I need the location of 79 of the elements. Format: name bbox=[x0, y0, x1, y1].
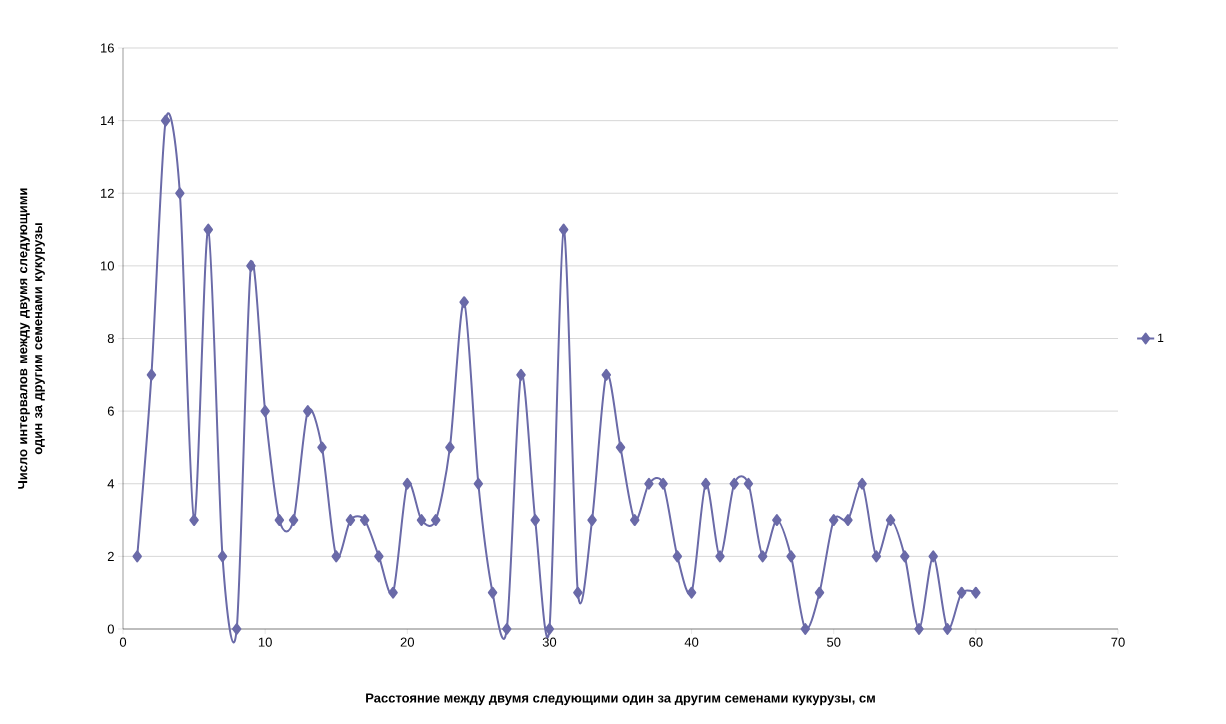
point bbox=[942, 623, 953, 635]
point bbox=[956, 586, 967, 599]
y-tick-label: 10 bbox=[101, 261, 114, 271]
point bbox=[402, 477, 413, 490]
x-tick-label: 30 bbox=[542, 637, 557, 647]
x-tick-label: 60 bbox=[969, 637, 983, 647]
x-tick-label: 70 bbox=[1111, 637, 1125, 647]
point bbox=[374, 550, 384, 563]
point bbox=[601, 368, 612, 381]
point bbox=[388, 586, 398, 599]
point bbox=[615, 441, 626, 454]
point bbox=[573, 586, 583, 599]
y-tick-label: 0 bbox=[107, 624, 114, 634]
point bbox=[658, 477, 668, 490]
point bbox=[857, 477, 867, 490]
point bbox=[644, 477, 654, 490]
y-tick-label: 2 bbox=[107, 551, 114, 561]
point bbox=[558, 223, 569, 236]
point bbox=[487, 586, 498, 599]
point bbox=[843, 514, 853, 527]
point bbox=[146, 368, 157, 381]
point bbox=[729, 477, 739, 490]
x-tick-label: 20 bbox=[400, 637, 415, 647]
point bbox=[345, 514, 356, 527]
point bbox=[445, 441, 455, 454]
point bbox=[260, 405, 270, 418]
point bbox=[814, 586, 825, 599]
x-tick-label: 40 bbox=[684, 637, 699, 647]
point bbox=[757, 550, 768, 563]
point bbox=[430, 514, 441, 527]
y-tick-label: 14 bbox=[101, 116, 115, 126]
point bbox=[502, 623, 512, 635]
point bbox=[686, 586, 697, 599]
point bbox=[786, 550, 796, 563]
y-tick-label: 4 bbox=[107, 479, 115, 489]
point bbox=[914, 623, 924, 635]
y-tick-label: 8 bbox=[107, 333, 114, 344]
point bbox=[359, 514, 370, 527]
point bbox=[231, 623, 242, 635]
point bbox=[828, 514, 839, 527]
y-tick-label: 6 bbox=[107, 406, 114, 416]
point bbox=[516, 368, 526, 381]
point bbox=[416, 514, 427, 527]
x-tick-label: 50 bbox=[827, 637, 841, 647]
point bbox=[587, 514, 597, 527]
point bbox=[288, 514, 299, 527]
point bbox=[274, 514, 285, 527]
point bbox=[132, 550, 142, 563]
point bbox=[629, 514, 640, 527]
y-tick-label: 16 bbox=[101, 43, 114, 53]
point bbox=[459, 296, 469, 309]
point bbox=[800, 623, 811, 635]
point bbox=[672, 550, 683, 563]
point bbox=[772, 514, 782, 527]
point bbox=[189, 514, 199, 527]
point bbox=[701, 477, 711, 490]
point bbox=[900, 550, 910, 563]
point bbox=[317, 441, 327, 454]
point bbox=[885, 514, 896, 527]
point bbox=[175, 187, 185, 200]
legend-label: 1 bbox=[1158, 333, 1164, 342]
point bbox=[203, 223, 214, 236]
x-tick-label: 10 bbox=[258, 637, 272, 647]
point bbox=[971, 586, 981, 599]
y-axis-title: Число интервалов между двумя следующими один за другим семенами кукурузы bbox=[18, 188, 45, 489]
point bbox=[530, 514, 540, 527]
y-tick-label: 12 bbox=[101, 188, 114, 198]
x-tick-label: 0 bbox=[119, 637, 127, 647]
point bbox=[928, 550, 938, 563]
point bbox=[303, 405, 313, 418]
point bbox=[743, 477, 754, 490]
point bbox=[331, 550, 341, 563]
point bbox=[473, 477, 484, 490]
x-axis-title: Расстояние между двумя следующими один за другим семенами кукурузы, см bbox=[366, 693, 875, 706]
point bbox=[246, 259, 256, 272]
point bbox=[160, 114, 171, 127]
point bbox=[871, 550, 882, 563]
point bbox=[217, 550, 228, 563]
point bbox=[715, 550, 725, 563]
